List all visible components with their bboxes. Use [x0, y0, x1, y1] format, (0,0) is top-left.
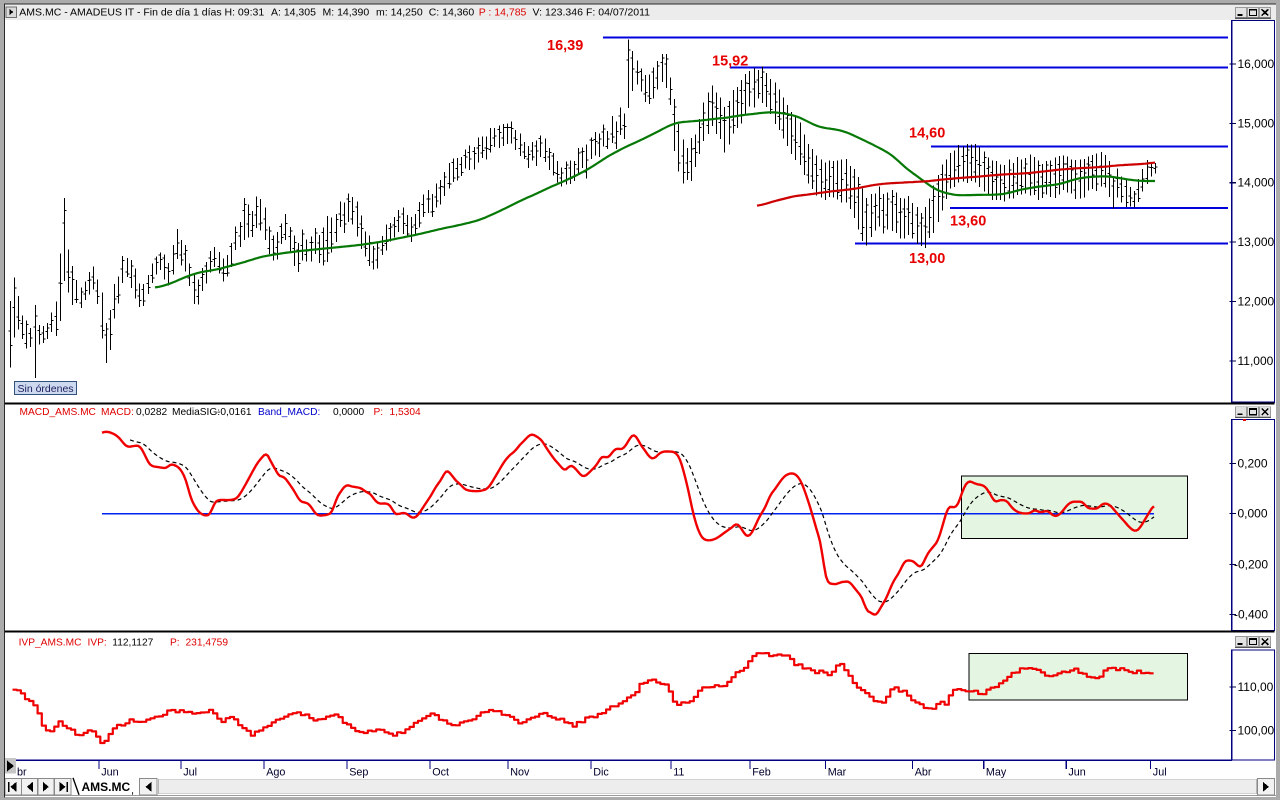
svg-text:Dic: Dic [593, 767, 609, 779]
svg-text:AMS.MC - AMADEUS IT - Fin de d: AMS.MC - AMADEUS IT - Fin de día 1 días [19, 6, 221, 18]
svg-text:Band_MACD:: Band_MACD: [258, 407, 320, 418]
svg-text:0,000: 0,000 [1238, 507, 1268, 521]
svg-text:IVP_AMS.MC: IVP_AMS.MC [19, 637, 82, 648]
svg-text:Jul: Jul [1153, 767, 1167, 779]
svg-text:0,0000: 0,0000 [333, 407, 364, 418]
svg-text:231,4759: 231,4759 [186, 637, 229, 648]
svg-text:Sin órdenes: Sin órdenes [18, 383, 74, 395]
svg-text:11,000: 11,000 [1238, 354, 1274, 368]
svg-text:-0,400: -0,400 [1234, 608, 1268, 622]
svg-text:M: 14,390: M: 14,390 [323, 6, 370, 18]
svg-text:May: May [986, 767, 1007, 779]
svg-text:A: 14,305: A: 14,305 [271, 6, 316, 18]
svg-text:12,000: 12,000 [1238, 295, 1275, 309]
svg-text:Feb: Feb [752, 767, 771, 779]
svg-text:AMS.MC: AMS.MC [82, 780, 131, 794]
svg-text:100,00: 100,00 [1238, 724, 1275, 738]
svg-text:0,200: 0,200 [1238, 457, 1268, 471]
svg-text:110,00: 110,00 [1238, 680, 1274, 694]
svg-text:16,000: 16,000 [1238, 57, 1275, 71]
svg-text:1,5304: 1,5304 [390, 407, 421, 418]
svg-text:Jul: Jul [183, 767, 197, 779]
svg-text:P : 14,785: P : 14,785 [479, 6, 527, 18]
svg-text:11: 11 [673, 767, 684, 779]
svg-text:15,000: 15,000 [1238, 116, 1275, 130]
svg-text:Jun: Jun [1068, 767, 1085, 779]
svg-text:0,0282: 0,0282 [136, 407, 167, 418]
svg-text:Nov: Nov [510, 767, 530, 779]
svg-text:13,00: 13,00 [909, 251, 945, 267]
svg-text:Oct: Oct [432, 767, 449, 779]
svg-text:br: br [17, 767, 27, 779]
svg-text:MACD_AMS.MC: MACD_AMS.MC [20, 407, 96, 418]
svg-text:F: 04/07/2011: F: 04/07/2011 [586, 6, 650, 18]
svg-text:14,000: 14,000 [1238, 176, 1275, 190]
svg-text:IVP:: IVP: [88, 637, 107, 648]
svg-text:H: 09:31: H: 09:31 [225, 6, 265, 18]
svg-text:m: 14,250: m: 14,250 [376, 6, 423, 18]
svg-text:C: 14,360: C: 14,360 [429, 6, 475, 18]
svg-text:16,39: 16,39 [547, 38, 583, 54]
svg-text:14,60: 14,60 [909, 126, 945, 142]
svg-text:13,000: 13,000 [1238, 235, 1275, 249]
svg-text:V: 123.346: V: 123.346 [533, 6, 584, 18]
svg-text:MACD:: MACD: [101, 407, 134, 418]
svg-text:,: , [131, 785, 134, 797]
svg-text:Sep: Sep [349, 767, 368, 779]
svg-text:P:: P: [374, 407, 384, 418]
svg-text:Ago: Ago [266, 767, 285, 779]
svg-text:Mar: Mar [828, 767, 847, 779]
svg-text:-0,0161: -0,0161 [217, 407, 252, 418]
svg-text:P:: P: [170, 637, 180, 648]
svg-text:MediaSIG:: MediaSIG: [172, 407, 220, 418]
svg-text:Abr: Abr [915, 767, 932, 779]
svg-text:13,60: 13,60 [950, 214, 986, 230]
svg-text:15,92: 15,92 [712, 54, 748, 70]
svg-text:Jun: Jun [101, 767, 118, 779]
svg-text:112,1127: 112,1127 [112, 637, 153, 648]
svg-text:-0,200: -0,200 [1234, 558, 1268, 572]
